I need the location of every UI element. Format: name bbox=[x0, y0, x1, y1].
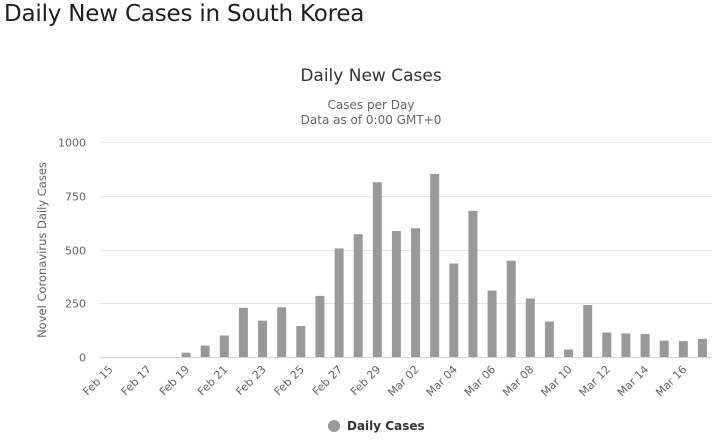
x-tick-label: Mar 12 bbox=[577, 363, 613, 399]
bar-feb-27[interactable] bbox=[334, 248, 344, 357]
bar-feb-20[interactable] bbox=[200, 345, 210, 357]
x-tick-label: Mar 16 bbox=[653, 363, 689, 399]
bar-mar-11[interactable] bbox=[583, 305, 593, 357]
bar-feb-26[interactable] bbox=[315, 295, 325, 357]
bar-feb-22[interactable] bbox=[238, 307, 248, 357]
bar-mar-13[interactable] bbox=[621, 333, 631, 357]
x-tick-label: Mar 14 bbox=[615, 363, 651, 399]
x-tick-label: Mar 02 bbox=[385, 363, 421, 399]
bar-mar-08[interactable] bbox=[525, 298, 535, 358]
x-tick-label: Feb 25 bbox=[272, 363, 307, 398]
gridlines bbox=[100, 142, 712, 304]
x-tick-label: Feb 19 bbox=[157, 363, 192, 398]
legend-item-daily-cases[interactable]: Daily Cases bbox=[328, 419, 425, 433]
bar-feb-28[interactable] bbox=[353, 234, 363, 357]
chart-subtitle-line1: Cases per Day bbox=[328, 98, 415, 112]
x-tick-label: Feb 17 bbox=[119, 363, 154, 398]
y-tick-label: 750 bbox=[65, 191, 86, 204]
x-tick-label: Feb 27 bbox=[310, 363, 345, 398]
y-tick-label: 250 bbox=[65, 298, 86, 311]
bar-feb-19[interactable] bbox=[181, 352, 191, 357]
bar-mar-06[interactable] bbox=[487, 290, 497, 357]
bar-feb-24[interactable] bbox=[277, 307, 287, 357]
bar-feb-25[interactable] bbox=[296, 326, 306, 357]
x-tick-label: Mar 06 bbox=[462, 363, 498, 399]
bar-mar-15[interactable] bbox=[659, 340, 669, 357]
x-tick-label: Feb 23 bbox=[233, 363, 268, 398]
bar-mar-12[interactable] bbox=[602, 332, 612, 358]
bar-mar-05[interactable] bbox=[468, 210, 478, 357]
bar-mar-04[interactable] bbox=[449, 263, 459, 358]
chart-subtitle-line2: Data as of 0:00 GMT+0 bbox=[301, 113, 442, 127]
x-tick-label: Feb 21 bbox=[195, 363, 230, 398]
bar-mar-02[interactable] bbox=[411, 228, 421, 357]
y-tick-label: 1000 bbox=[58, 137, 86, 150]
x-tick-label: Mar 04 bbox=[424, 363, 460, 399]
chart-title: Daily New Cases bbox=[300, 66, 442, 86]
bar-mar-01[interactable] bbox=[391, 231, 401, 357]
bar-feb-23[interactable] bbox=[258, 320, 268, 357]
x-tick-label: Mar 08 bbox=[500, 363, 536, 399]
y-tick-label: 500 bbox=[65, 245, 86, 258]
y-axis-title: Novel Coronavirus Daily Cases bbox=[35, 162, 49, 338]
bar-mar-03[interactable] bbox=[430, 174, 440, 357]
x-tick-label: Mar 10 bbox=[538, 363, 574, 399]
legend-marker-icon bbox=[328, 420, 340, 432]
bar-feb-29[interactable] bbox=[372, 182, 382, 357]
page-title: Daily New Cases in South Korea bbox=[4, 1, 365, 27]
x-axis-ticks: Feb 15 Feb 17 Feb 19 Feb 21 Feb 23 Feb 25 Feb … bbox=[80, 363, 689, 399]
y-tick-label: 0 bbox=[79, 352, 86, 365]
bar-mar-14[interactable] bbox=[640, 334, 650, 357]
bar-series-daily-cases bbox=[181, 174, 707, 358]
bar-mar-09[interactable] bbox=[544, 321, 554, 358]
x-tick-label: Feb 29 bbox=[348, 363, 383, 398]
bar-mar-07[interactable] bbox=[506, 260, 516, 357]
x-tick-label: Feb 15 bbox=[80, 363, 115, 398]
bar-feb-21[interactable] bbox=[219, 335, 229, 358]
bar-mar-16[interactable] bbox=[678, 341, 688, 357]
y-axis-ticks: 0 250 500 750 1000 bbox=[58, 137, 86, 365]
bar-mar-17[interactable] bbox=[697, 338, 707, 357]
legend-label: Daily Cases bbox=[347, 419, 425, 433]
bar-mar-10[interactable] bbox=[564, 349, 574, 358]
